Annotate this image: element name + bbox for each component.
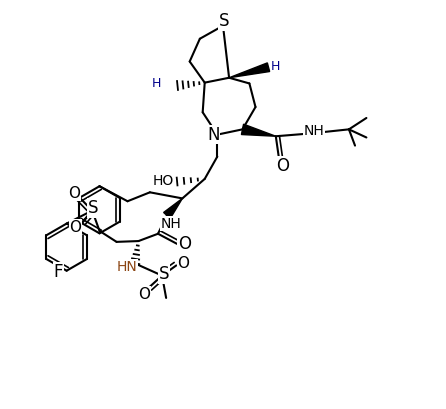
Text: O: O <box>138 287 150 302</box>
Text: O: O <box>178 235 191 253</box>
Text: O: O <box>70 220 82 235</box>
Polygon shape <box>241 124 276 136</box>
Text: NH: NH <box>161 217 182 231</box>
Text: NH: NH <box>304 124 324 138</box>
Polygon shape <box>229 63 270 78</box>
Text: H: H <box>271 60 281 73</box>
Text: F: F <box>54 263 63 281</box>
Polygon shape <box>164 198 182 218</box>
Text: N: N <box>207 126 219 144</box>
Text: HN: HN <box>116 260 137 274</box>
Text: HO: HO <box>152 174 173 189</box>
Text: O: O <box>68 186 80 201</box>
Text: O: O <box>276 157 289 175</box>
Text: S: S <box>219 12 229 30</box>
Text: S: S <box>88 199 99 217</box>
Text: S: S <box>159 265 169 283</box>
Text: O: O <box>178 256 190 271</box>
Text: H: H <box>152 77 161 90</box>
